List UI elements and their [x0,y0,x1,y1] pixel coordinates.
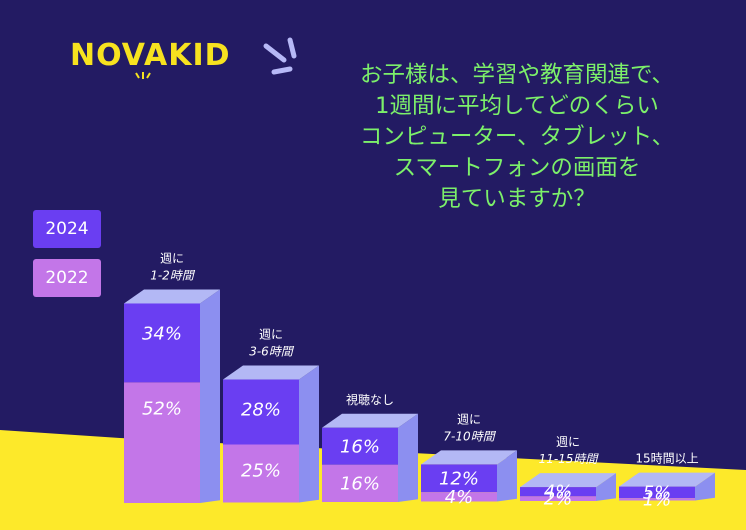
bar-side-face [200,289,220,503]
bar-2022 [322,464,398,502]
data-label-2024: 34% [142,323,182,344]
question-line: 見ていますか？ [438,186,596,212]
bar-2022 [421,492,497,502]
question-line: 1週間に平均してどのくらい [375,93,659,119]
data-label-2024: 28% [241,400,281,421]
bar-2024 [223,379,299,445]
data-label-2024: 4% [544,482,573,503]
logo-spark-icon [135,72,151,79]
data-label-2024: 5% [643,482,672,503]
category-label: 7-10時間 [443,429,496,443]
data-label-2024: 12% [439,468,479,489]
bar-2024 [619,486,695,499]
bar-side-face [398,413,418,502]
bar-2022 [124,382,200,503]
bar-2022 [520,496,596,501]
data-label-2022: 25% [241,461,281,482]
legend-2024: 2024 [33,210,101,248]
category-label: 視聴なし [346,392,394,407]
data-label-2022: 52% [142,398,182,419]
category-label: 週に [259,328,283,342]
question-line: コンピューター、タブレット、 [359,124,675,150]
bar-2024 [322,427,398,465]
bar-2024 [421,464,497,493]
bar-2024 [520,487,596,497]
question-line: スマートフォンの画面を [393,155,641,181]
legend-2022: 2022 [33,259,101,297]
bar-2022 [223,444,299,503]
bar-2024 [124,303,200,383]
bar-top-face [124,289,220,304]
survey-question: お子様は、学習や教育関連で、 1週間に平均してどのくらい コンピューター、タブレ… [312,60,722,215]
bar-side-face [497,450,517,502]
bars-layer: 34%52%週に1-2時間28%25%週に3-6時間16%16%視聴なし12%4… [124,251,715,510]
bar-top-face [421,450,517,465]
category-label: 15時間以上 [635,452,698,466]
bar-top-face [223,365,319,380]
bar-top-face [520,473,616,488]
bar-side-face [299,365,319,503]
category-label: 11-15時間 [539,452,600,466]
question-line: お子様は、学習や教育関連で、 [359,62,675,88]
bar-side-face [596,473,616,501]
data-label-2022: 2% [544,489,573,510]
bar-top-face [322,413,418,428]
sparkle-burst-icon [263,37,297,75]
bar-2022 [619,498,695,501]
category-label: 1-2時間 [150,268,196,282]
category-label: 週に [457,412,481,426]
data-label-2022: 4% [445,487,474,508]
category-label: 3-6時間 [249,345,295,359]
data-label-2022: 16% [340,473,380,494]
bar-top-face [619,472,715,487]
data-label-2022: 1% [643,489,672,510]
novakid-logo: NOVAKID [70,38,231,73]
data-label-2024: 16% [340,436,380,457]
bar-side-face [695,472,715,501]
category-label: 週に [556,435,580,449]
category-label: 週に [160,251,184,265]
